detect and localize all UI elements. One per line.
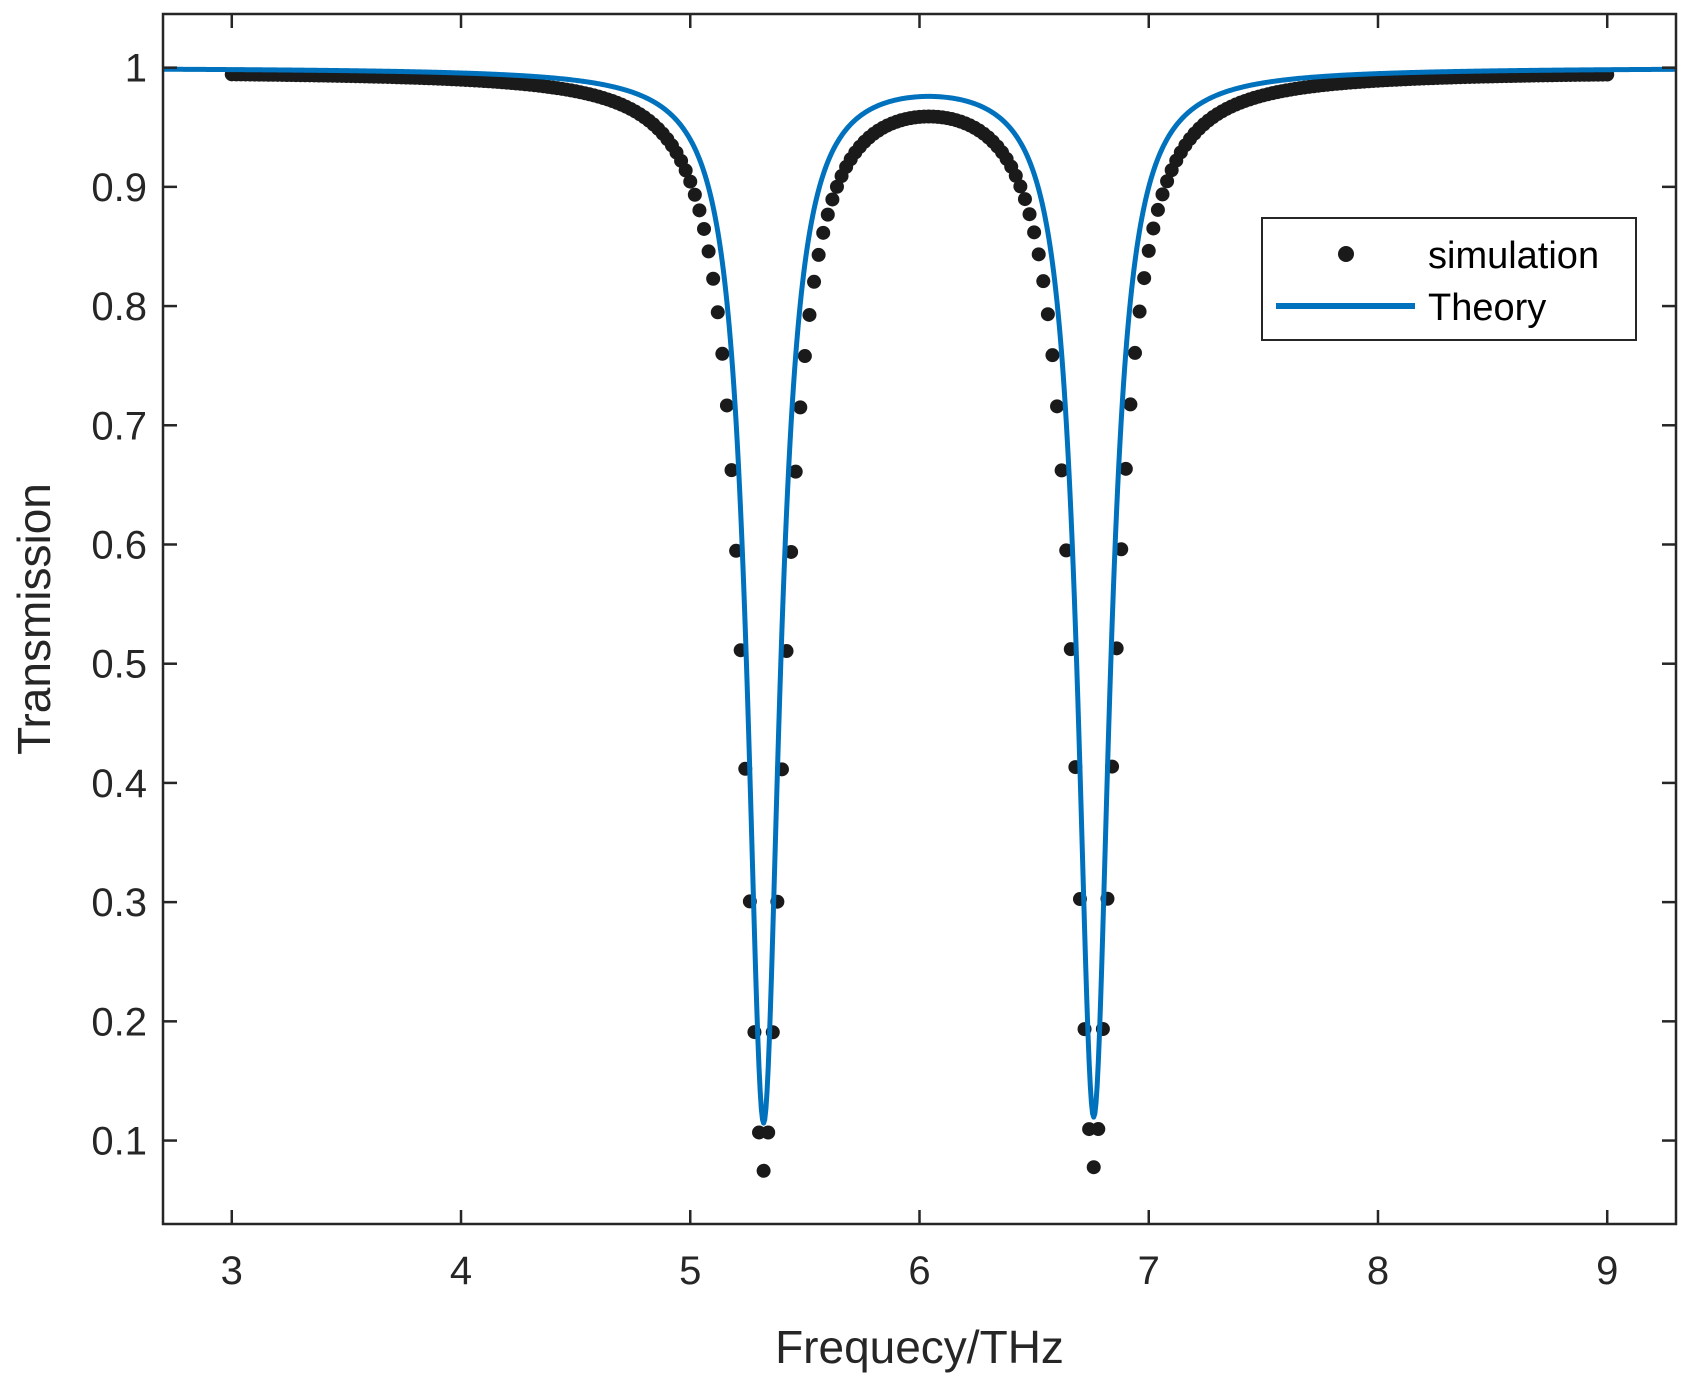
simulation-point bbox=[761, 1125, 776, 1140]
simulation-point bbox=[697, 221, 712, 236]
simulation-point bbox=[715, 346, 730, 361]
legend-marker-simulation bbox=[1338, 246, 1354, 262]
x-axis-label: Frequecy/THz bbox=[775, 1321, 1064, 1373]
simulation-point bbox=[678, 163, 693, 178]
simulation-point bbox=[1013, 179, 1028, 194]
simulation-point bbox=[692, 203, 707, 218]
simulation-point bbox=[1114, 542, 1129, 557]
axes-box bbox=[161, 12, 1678, 1226]
simulation-point bbox=[1086, 1160, 1101, 1175]
legend-box bbox=[1261, 217, 1637, 341]
y-tick-label: 0.4 bbox=[91, 762, 147, 806]
simulation-point bbox=[1008, 168, 1023, 183]
x-tick-label: 7 bbox=[1138, 1249, 1160, 1293]
simulation-point bbox=[1045, 348, 1060, 363]
x-tick-label: 9 bbox=[1596, 1249, 1618, 1293]
simulation-point bbox=[1031, 247, 1046, 262]
y-tick-label: 0.9 bbox=[91, 166, 147, 210]
simulation-point bbox=[719, 398, 734, 413]
simulation-point bbox=[1123, 397, 1138, 412]
simulation-point bbox=[816, 225, 831, 240]
simulation-point bbox=[701, 244, 716, 259]
simulation-point bbox=[1017, 192, 1032, 207]
simulation-point bbox=[687, 187, 702, 202]
y-axis-label: Transmission bbox=[8, 483, 60, 755]
simulation-point bbox=[729, 543, 744, 558]
x-tick-label: 5 bbox=[679, 1249, 701, 1293]
series-theory-line bbox=[163, 66, 1676, 1126]
y-tick-label: 1 bbox=[125, 47, 147, 91]
simulation-point bbox=[706, 271, 721, 286]
simulation-point bbox=[756, 1163, 771, 1178]
y-tick-label: 0.2 bbox=[91, 1000, 147, 1044]
simulation-point bbox=[710, 305, 725, 320]
simulation-point bbox=[793, 400, 808, 415]
simulation-point bbox=[683, 174, 698, 189]
simulation-point bbox=[1127, 345, 1142, 360]
simulation-point bbox=[1132, 304, 1147, 319]
simulation-point bbox=[1059, 543, 1074, 558]
y-tick-label: 0.8 bbox=[91, 285, 147, 329]
simulation-point bbox=[1160, 174, 1175, 189]
y-tick-label: 0.1 bbox=[91, 1120, 147, 1164]
simulation-point bbox=[1155, 187, 1170, 202]
y-tick-label: 0.6 bbox=[91, 523, 147, 567]
simulation-point bbox=[788, 464, 803, 479]
simulation-point bbox=[1137, 271, 1152, 286]
simulation-point bbox=[1146, 221, 1161, 236]
y-tick-label: 0.5 bbox=[91, 643, 147, 687]
legend-label-theory: Theory bbox=[1428, 287, 1546, 329]
x-tick-label: 6 bbox=[908, 1249, 930, 1293]
simulation-point bbox=[1022, 207, 1037, 222]
simulation-point bbox=[1027, 225, 1042, 240]
x-tick-label: 8 bbox=[1367, 1249, 1389, 1293]
legend: simulation Theory bbox=[1261, 217, 1637, 341]
x-tick-label: 3 bbox=[221, 1249, 243, 1293]
series-simulation-markers bbox=[224, 67, 1615, 1178]
simulation-point bbox=[1150, 202, 1165, 217]
series-layer bbox=[163, 66, 1676, 1178]
legend-label-simulation: simulation bbox=[1428, 235, 1599, 277]
simulation-point bbox=[829, 179, 844, 194]
simulation-point bbox=[1054, 463, 1069, 478]
y-tick-label: 0.7 bbox=[91, 404, 147, 448]
simulation-point bbox=[1091, 1122, 1106, 1137]
simulation-point bbox=[1036, 274, 1051, 289]
ticks-layer: 3 4 5 6 7 8 9 0.1 0.2 0.3 0.4 0.5 0.6 0.7 0.8 0.9 1 bbox=[91, 14, 1676, 1293]
simulation-point bbox=[797, 349, 812, 364]
simulation-point bbox=[811, 247, 826, 262]
simulation-point bbox=[820, 207, 835, 222]
x-tick-label: 4 bbox=[450, 1249, 472, 1293]
simulation-point bbox=[1141, 243, 1156, 258]
simulation-point bbox=[1118, 461, 1133, 476]
simulation-point bbox=[1040, 307, 1055, 322]
simulation-point bbox=[802, 307, 817, 322]
simulation-point bbox=[1050, 399, 1065, 414]
y-tick-label: 0.3 bbox=[91, 881, 147, 925]
simulation-point bbox=[807, 274, 822, 289]
simulation-point bbox=[825, 192, 840, 207]
simulation-point bbox=[784, 544, 799, 559]
simulation-point bbox=[724, 463, 739, 478]
